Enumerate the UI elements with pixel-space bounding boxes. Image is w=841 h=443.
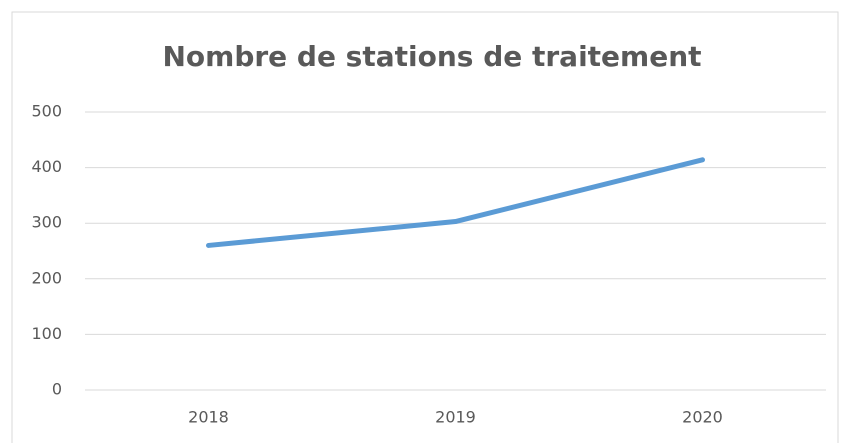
y-tick-label: 200	[31, 268, 62, 287]
y-tick-label: 300	[31, 213, 62, 232]
y-tick-label: 400	[31, 157, 62, 176]
x-tick-label: 2019	[435, 408, 476, 427]
chart-border	[11, 11, 839, 443]
x-tick-label: 2018	[188, 408, 229, 427]
chart-title: Nombre de stations de traitement	[162, 40, 701, 73]
y-tick-label: 500	[31, 102, 62, 121]
y-tick-label: 100	[31, 324, 62, 343]
line-series	[206, 157, 705, 248]
y-tick-label: 0	[52, 380, 62, 399]
x-tick-label: 2020	[682, 408, 723, 427]
